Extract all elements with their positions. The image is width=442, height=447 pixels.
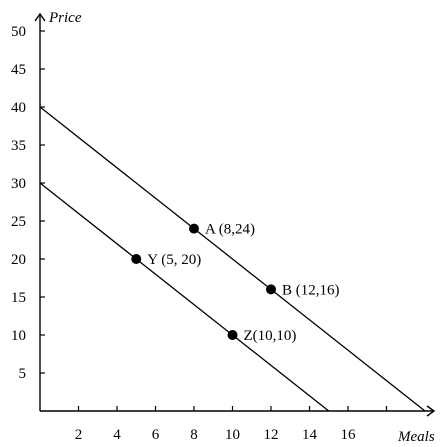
y-tick-label: 20 bbox=[11, 252, 26, 268]
y-tick-label: 50 bbox=[11, 24, 26, 40]
y-tick-label: 5 bbox=[19, 366, 27, 382]
x-tick-label: 16 bbox=[341, 427, 357, 443]
y-axis-arrow bbox=[34, 12, 46, 22]
x-axis-title: Meals bbox=[397, 429, 435, 445]
point-label-a: A (8,24) bbox=[205, 222, 255, 238]
point-label-b: B (12,16) bbox=[282, 282, 340, 298]
demand-lines bbox=[39, 106, 426, 412]
point-b bbox=[266, 284, 276, 295]
y-tick-label: 30 bbox=[11, 176, 26, 192]
x-tick-label: 6 bbox=[152, 427, 160, 443]
x-tick-label: 4 bbox=[113, 427, 121, 443]
y-tick-label: 45 bbox=[11, 62, 26, 78]
x-tick-label: 8 bbox=[190, 427, 198, 443]
demand-line-1 bbox=[39, 106, 426, 412]
y-tick-label: 25 bbox=[11, 214, 26, 230]
point-z bbox=[227, 330, 238, 340]
x-tick-label: 14 bbox=[302, 427, 318, 443]
point-label-z: Z(10,10) bbox=[244, 328, 297, 344]
point-label-y: Y (5, 20) bbox=[147, 252, 201, 268]
demand-line-2 bbox=[39, 182, 330, 412]
ticks: 2 4 6 8 10 12 14 16 5 10 15 20 25 30 35 40 45 50 bbox=[11, 24, 388, 443]
point-y bbox=[131, 254, 142, 264]
y-tick-label: 35 bbox=[11, 138, 26, 154]
y-tick-label: 10 bbox=[11, 328, 26, 344]
x-tick-label: 10 bbox=[225, 427, 240, 443]
x-axis-arrow bbox=[426, 405, 436, 417]
data-points: A (8,24) B (12,16) Y (5, 20) Z(10,10) bbox=[131, 222, 340, 344]
y-tick-label: 40 bbox=[11, 100, 26, 116]
x-tick-label: 12 bbox=[264, 427, 279, 443]
y-axis-title: Price bbox=[48, 10, 82, 26]
x-tick-label: 2 bbox=[75, 427, 83, 443]
y-tick-label: 15 bbox=[11, 290, 26, 306]
axes: Price Meals bbox=[34, 10, 436, 445]
point-a bbox=[189, 223, 199, 234]
